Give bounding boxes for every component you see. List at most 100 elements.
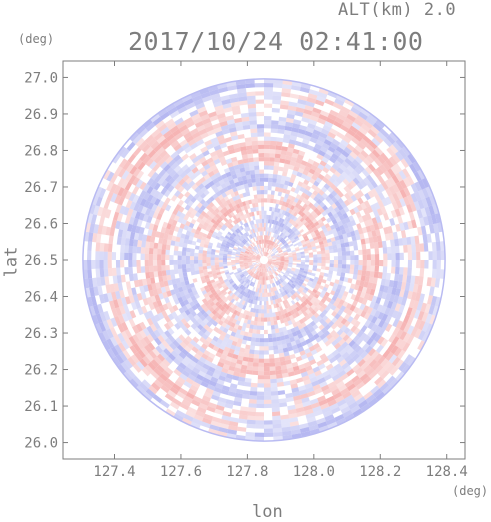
field-cell [272, 96, 281, 101]
field-cell [258, 141, 264, 145]
field-cell [317, 251, 322, 254]
field-cell [259, 170, 264, 174]
field-cell [313, 254, 317, 257]
field-cell [259, 355, 264, 359]
field-cell [250, 345, 255, 350]
field-cell [395, 267, 400, 274]
field-cell [370, 266, 375, 272]
field-cell [206, 257, 210, 260]
field-cell [108, 260, 112, 268]
field-cell [247, 337, 252, 342]
field-cell [266, 215, 269, 219]
field-cell [198, 253, 202, 257]
field-cell [104, 252, 108, 260]
field-cell [207, 263, 211, 266]
radar-field [83, 79, 445, 441]
field-cell [407, 245, 412, 253]
field-cell [428, 251, 432, 260]
field-cell [235, 259, 239, 261]
field-cell [166, 245, 171, 251]
field-cell [248, 108, 256, 113]
field-cell [264, 174, 269, 178]
field-cell [264, 235, 265, 239]
field-cell [182, 247, 187, 252]
field-cell [433, 260, 437, 269]
field-cell [190, 256, 194, 260]
field-cell [248, 158, 254, 163]
field-cell [383, 247, 388, 254]
field-cell [269, 305, 272, 309]
field-cell [165, 255, 169, 260]
field-cell [257, 232, 259, 236]
field-cell [145, 248, 150, 255]
field-cell [342, 256, 346, 260]
field-cell [264, 141, 270, 145]
field-cell [120, 245, 125, 253]
field-cell [285, 259, 289, 260]
field-cell [264, 120, 271, 124]
field-cell [99, 260, 103, 269]
field-cell [420, 260, 424, 268]
field-cell [354, 255, 358, 260]
field-cell [199, 250, 204, 254]
field-cell [256, 412, 264, 416]
field-cell [358, 270, 363, 276]
field-cell [261, 211, 264, 215]
field-cell [99, 251, 103, 260]
field-cell [100, 243, 105, 252]
field-cell [412, 252, 416, 260]
field-cell [350, 265, 355, 270]
field-cell [264, 227, 266, 231]
field-cell [297, 260, 301, 262]
field-cell [264, 198, 267, 202]
field-cell [183, 272, 188, 277]
field-cell [264, 433, 273, 437]
field-cell [424, 260, 428, 269]
field-cell [295, 141, 302, 147]
field-cell [141, 247, 146, 254]
field-cell [153, 260, 157, 266]
field-cell [194, 253, 198, 257]
field-cell [271, 120, 279, 125]
field-cell [254, 321, 258, 326]
field-cell [87, 260, 91, 269]
field-cell [288, 274, 292, 278]
field-cell [395, 246, 400, 253]
field-cell [112, 268, 117, 276]
field-cell [278, 192, 282, 197]
field-cell [257, 128, 264, 132]
field-cell [345, 247, 350, 252]
field-cell [338, 264, 342, 268]
field-cell [149, 266, 154, 272]
field-cell [273, 341, 278, 346]
field-cell [202, 263, 206, 267]
field-cell [149, 260, 153, 266]
field-cell [249, 395, 257, 400]
field-cell [269, 362, 275, 367]
field-cell [252, 371, 258, 376]
field-cell [277, 175, 282, 180]
field-cell [271, 395, 279, 400]
field-cell [252, 216, 255, 221]
field-cell [420, 268, 425, 277]
field-cell [183, 243, 188, 248]
field-cell [262, 227, 264, 231]
field-cell [261, 194, 264, 198]
field-cell [273, 278, 276, 282]
field-cell [186, 252, 190, 256]
field-cell [274, 320, 278, 325]
field-cell [274, 358, 280, 363]
field-cell [254, 166, 259, 171]
field-cell [326, 260, 330, 263]
field-cell [211, 263, 215, 266]
field-cell [342, 251, 346, 256]
field-cell [266, 223, 268, 227]
field-cell [325, 267, 330, 271]
field-cell [194, 263, 198, 267]
field-cell [260, 326, 264, 330]
field-cell [374, 272, 379, 278]
field-cell [186, 248, 191, 253]
field-cell [273, 170, 278, 175]
field-cell [270, 141, 277, 146]
field-cell [391, 246, 396, 253]
